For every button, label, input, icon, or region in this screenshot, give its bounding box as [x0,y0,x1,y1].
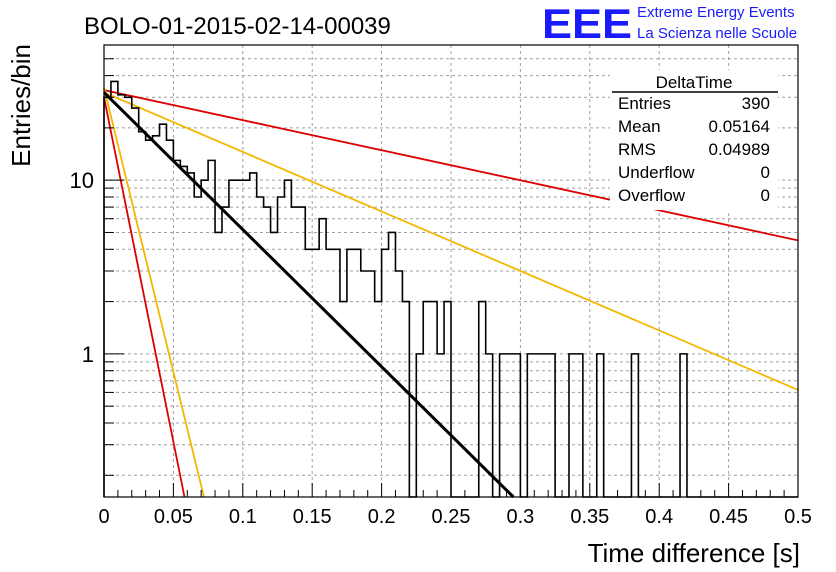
stats-label-overflow: Overflow [618,186,686,205]
y-tick-labels: 1 10 [70,168,94,367]
x-tick-label: 0.4 [645,506,673,528]
x-tick-label: 0.05 [154,506,193,528]
stats-value-rms: 0.04989 [709,140,770,159]
x-tick-label: 0.5 [784,506,812,528]
eee-logo: EEE Extreme Energy Events La Scienza nel… [542,0,797,47]
y-tick-label: 10 [70,168,94,193]
histogram [103,80,798,498]
x-tick-label: 0.45 [709,506,748,528]
x-tick-label: 0.2 [368,506,396,528]
stats-label-entries: Entries [618,94,671,113]
x-tick-label: 0 [98,506,109,528]
eee-logo-text: EEE [542,0,632,47]
red-line-fast [103,97,186,498]
stats-box: DeltaTime Entries 390 Mean 0.05164 RMS 0… [610,70,778,210]
stats-box-title: DeltaTime [656,73,733,92]
y-axis-label: Entries/bin [6,44,36,167]
histogram-layer [103,80,798,498]
axis-ticks [103,44,799,497]
yellow-line-slow [103,91,799,391]
eee-logo-line1: Extreme Energy Events [637,4,795,21]
stats-label-underflow: Underflow [618,163,695,182]
x-tick-labels: 0 0.05 0.1 0.15 0.2 0.25 0.3 0.35 0.4 0.45 0.5 [98,506,811,528]
fit-line [102,91,515,499]
eee-logo-line2: La Scienza nelle Scuole [637,25,797,42]
x-tick-label: 0.1 [229,506,257,528]
x-tick-label: 0.25 [432,506,471,528]
x-tick-label: 0.3 [506,506,534,528]
chart-title: BOLO-01-2015-02-14-00039 [84,13,391,40]
yellow-line-fast [103,87,205,498]
red-line-slow [103,89,799,242]
x-tick-label: 0.15 [293,506,332,528]
y-tick-label: 1 [82,342,94,367]
series-layer [102,87,799,499]
stats-label-rms: RMS [618,140,656,159]
stats-label-mean: Mean [618,117,661,136]
x-axis-label: Time difference [s] [588,538,800,568]
stats-value-mean: 0.05164 [709,117,770,136]
stats-value-entries: 390 [742,94,770,113]
stats-value-underflow: 0 [761,163,770,182]
x-tick-label: 0.35 [570,506,609,528]
stats-value-overflow: 0 [761,186,770,205]
